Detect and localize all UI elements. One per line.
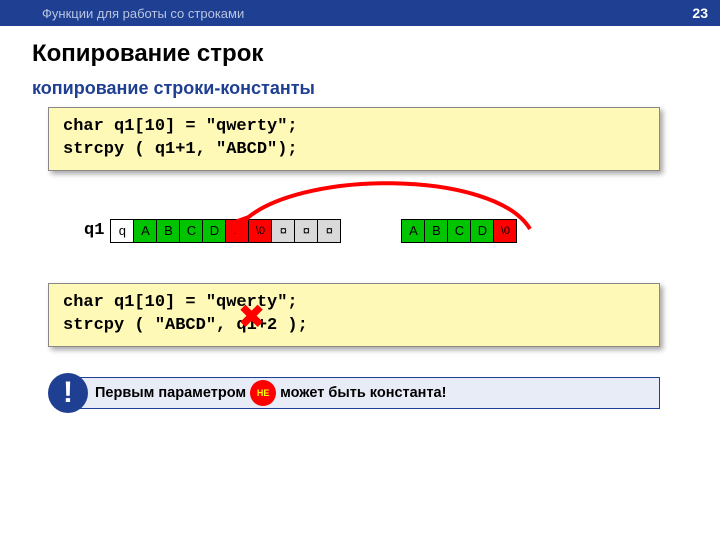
code-line: strcpy ( "ABCD", q1+2 ); [63,315,645,338]
array-label: q1 [84,221,104,240]
code-block-1: char q1[10] = "qwerty"; strcpy ( q1+1, "… [48,107,660,171]
warning-bar: Первым параметром НЕ может быть констант… [76,377,660,409]
page-subtitle: копирование строки-константы [32,78,720,99]
array-cell: C [179,219,203,243]
header-bar: Функции для работы со строками 23 [0,0,720,26]
array-diagram: q1 qABCD\0\0¤¤¤ ABCD\0 [84,219,720,243]
array-cell: \0 [248,219,272,243]
array-cell: ¤ [317,219,341,243]
array-cell: ¤ [271,219,295,243]
array-cell: \0 [225,219,249,243]
array-cell: B [156,219,180,243]
array-cells-right: ABCD\0 [401,219,517,243]
page-title: Копирование строк [32,40,720,68]
warning-box: ! Первым параметром НЕ может быть конста… [48,373,660,413]
code-line: strcpy ( q1+1, "ABCD"); [63,139,645,162]
code-line: char q1[10] = "qwerty"; [63,292,645,315]
ne-badge: НЕ [250,380,276,406]
array-cells-left: qABCD\0\0¤¤¤ [110,219,341,243]
warning-text: Первым параметром [95,385,246,401]
array-cell: C [447,219,471,243]
array-cell: D [470,219,494,243]
breadcrumb: Функции для работы со строками [42,6,244,21]
warning-text: может быть константа! [280,385,446,401]
array-cell: q [110,219,134,243]
code-line: char q1[10] = "qwerty"; [63,116,645,139]
array-cell: A [133,219,157,243]
array-cell: A [401,219,425,243]
code-block-2: char q1[10] = "qwerty"; strcpy ( "ABCD",… [48,283,660,347]
array-cell: D [202,219,226,243]
array-cell: ¤ [294,219,318,243]
array-cell: \0 [493,219,517,243]
array-cell: B [424,219,448,243]
exclamation-icon: ! [48,373,88,413]
page-number: 23 [692,5,708,21]
